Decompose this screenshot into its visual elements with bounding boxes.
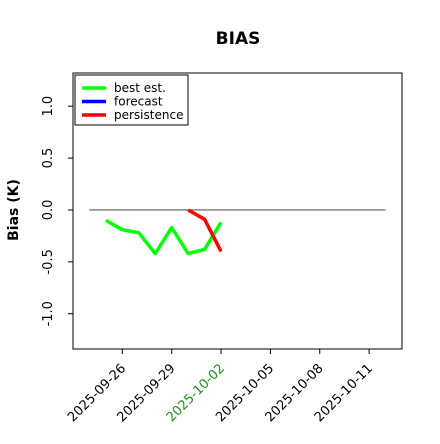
y-axis-label: Bias (K) xyxy=(6,179,22,241)
y-tick-label: 1.0 xyxy=(41,96,56,117)
y-tick-label: 0.0 xyxy=(41,200,56,221)
legend-label: forecast xyxy=(114,95,163,109)
series-line xyxy=(105,218,223,256)
plot-frame xyxy=(72,72,403,350)
legend-label: persistence xyxy=(114,108,183,122)
legend-label: best est. xyxy=(114,81,166,95)
y-tick-label: -1.0 xyxy=(41,301,56,326)
chart-title: BIAS xyxy=(216,29,261,49)
y-tick-label: -0.5 xyxy=(41,249,56,274)
y-tick-label: 0.5 xyxy=(41,148,56,169)
series-line xyxy=(187,208,223,253)
